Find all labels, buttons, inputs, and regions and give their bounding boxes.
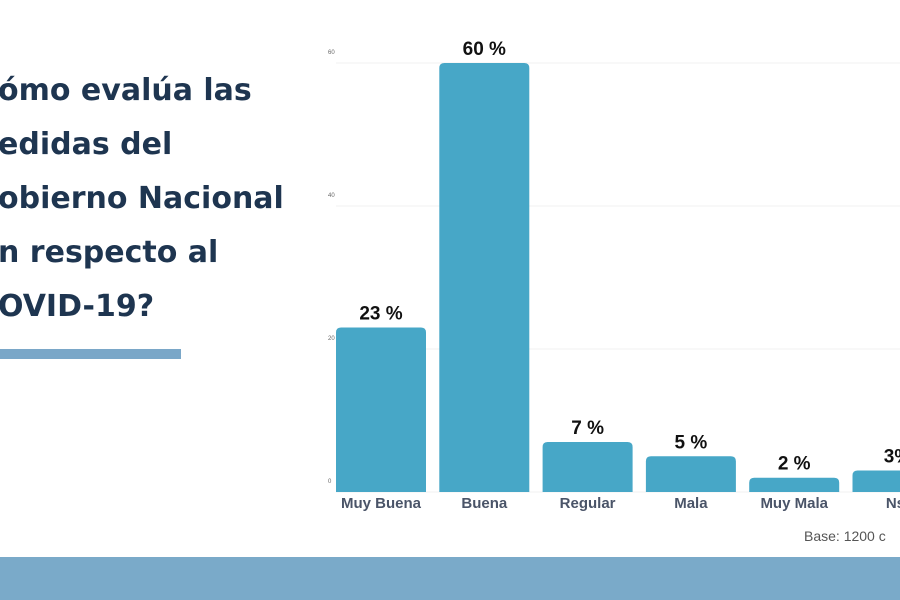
- y-tick-label: 20: [328, 336, 335, 342]
- bar: [336, 327, 426, 492]
- data-label: 7 %: [571, 418, 604, 439]
- y-tick-label: 40: [328, 193, 335, 199]
- bar: [542, 441, 633, 492]
- category-label: Muy Buena: [341, 495, 422, 512]
- footer-band: [0, 557, 900, 600]
- base-note: Base: 1200 c: [804, 528, 886, 544]
- category-label: Mala: [674, 495, 708, 512]
- title-accent-bar: [0, 349, 181, 359]
- title-line: obierno Nacional: [0, 181, 284, 216]
- category-label: Buena: [461, 495, 508, 512]
- y-tick-label: 0: [328, 479, 332, 485]
- data-label: 23 %: [359, 304, 402, 325]
- category-label: Ns/: [886, 495, 900, 512]
- category-label: Muy Mala: [760, 495, 828, 512]
- bar: [749, 477, 840, 492]
- bar: [645, 456, 736, 492]
- bar: [439, 63, 530, 492]
- data-label: 5 %: [675, 432, 708, 453]
- title-line: OVID-19?: [0, 289, 155, 324]
- title-line: n respecto al: [0, 235, 219, 270]
- y-tick-label: 60: [328, 50, 335, 56]
- category-label: Regular: [560, 495, 616, 512]
- title-line: edidas del: [0, 127, 173, 162]
- bar-chart: 0 20 40 60 23 % Muy Buena 60 % Buena 7 % Regular 5…: [328, 39, 900, 512]
- data-label: 60 %: [463, 39, 506, 60]
- chart-title: ómo evalúa las edidas del obierno Nacion…: [0, 64, 284, 334]
- data-label: 3%: [884, 447, 900, 468]
- data-label: 2 %: [778, 454, 811, 475]
- title-line: ómo evalúa las: [0, 73, 252, 108]
- bar: [852, 470, 900, 492]
